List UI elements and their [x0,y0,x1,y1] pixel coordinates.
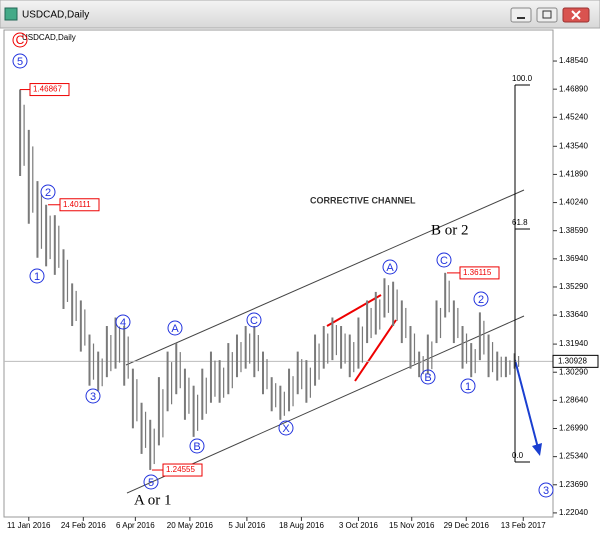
red-wave-circle [12,32,28,48]
x-tick-label: 20 May 2016 [167,521,214,530]
y-tick-label: 1.35290 [559,282,588,291]
channel-upper [125,189,525,366]
wave-label: C [250,315,258,327]
wave-circle [538,482,554,498]
price-label: 1.36115 [463,268,492,277]
price-label-box [29,83,70,97]
wave-label: 2 [45,187,51,199]
x-tick-label: 5 Jul 2016 [228,521,265,530]
wave-circle [167,320,183,336]
wave-label: C [440,255,448,267]
wave-label: 3 [90,391,96,403]
price-label-box [162,463,203,477]
y-tick-label: 1.41890 [559,170,588,179]
y-tick-label: 1.43540 [559,141,588,150]
plot-frame [3,29,554,518]
wave-circle [246,312,262,328]
window-buttons [510,7,590,23]
wave-label: 3 [543,485,549,497]
minimize-button[interactable] [510,7,532,23]
wave-circle [40,184,56,200]
y-tick-label: 1.23690 [559,480,588,489]
y-tick-label: 1.28640 [559,395,588,404]
x-tick-label: 13 Feb 2017 [501,521,546,530]
y-tick-label: 1.26990 [559,424,588,433]
y-tick-label: 1.22040 [559,508,588,517]
last-price-label: 1.30928 [558,356,587,365]
channel-lower [126,315,525,494]
price-label: 1.40111 [63,200,91,209]
x-tick-label: 11 Jan 2016 [7,521,51,530]
wave-label: X [282,423,290,435]
wave-label: 1 [465,381,471,393]
y-tick-label: 1.38590 [559,226,588,235]
red-line [326,294,382,327]
price-label-box [459,266,500,280]
wave-label: 4 [120,317,126,329]
maximize-button[interactable] [536,7,558,23]
wave-circle [278,420,294,436]
y-tick-label: 1.31940 [559,339,588,348]
y-tick-label: 1.33640 [559,310,588,319]
wave-label: A [386,262,394,274]
red-wave-label: C [16,33,25,47]
wave-circle [29,268,45,284]
annotation: B or 2 [431,222,469,238]
wave-circle [473,291,489,307]
price-label-box [59,198,100,212]
y-tick-label: 1.36940 [559,254,588,263]
arrow-head [532,443,542,456]
chart-title: USDCAD,Daily [22,33,76,42]
y-tick-label: 1.30290 [559,367,588,376]
x-tick-label: 3 Oct 2016 [339,521,379,530]
price-label: 1.46867 [33,85,62,94]
wave-circle [420,369,436,385]
wave-label: B [193,441,200,453]
wave-label: 5 [17,56,23,68]
x-tick-label: 18 Aug 2016 [279,521,324,530]
wave-circle [12,53,28,69]
x-tick-label: 24 Feb 2016 [61,521,106,530]
fib-label: 100.0 [512,74,533,83]
red-line [354,319,397,382]
last-price-box [552,354,599,368]
wave-circle [115,314,131,330]
x-tick-label: 6 Apr 2016 [116,521,155,530]
y-tick-label: 1.45240 [559,112,588,121]
wave-circle [143,474,159,490]
x-tick-label: 29 Dec 2016 [444,521,490,530]
annotation: A or 1 [134,492,172,508]
window-icon [4,7,18,21]
wave-circle [85,388,101,404]
wave-label: A [171,323,179,335]
window-title: USDCAD,Daily [22,10,89,21]
y-tick-label: 1.40240 [559,198,588,207]
wave-circle [189,438,205,454]
wave-label: 5 [148,477,154,489]
price-label: 1.24555 [166,465,195,474]
projection-arrow [514,359,539,449]
annotation: CORRECTIVE CHANNEL [310,195,416,205]
wave-circle [382,259,398,275]
fib-label: 0.0 [512,451,524,460]
wave-circle [436,252,452,268]
y-tick-label: 1.46890 [559,84,588,93]
x-tick-label: 15 Nov 2016 [389,521,435,530]
wave-circle [460,378,476,394]
fib-label: 61.8 [512,218,528,227]
wave-label: B [424,372,431,384]
y-tick-label: 1.25340 [559,452,588,461]
wave-label: 2 [478,294,484,306]
y-tick-label: 1.48540 [559,56,588,65]
wave-label: 1 [34,271,40,283]
title-bar [0,0,600,29]
